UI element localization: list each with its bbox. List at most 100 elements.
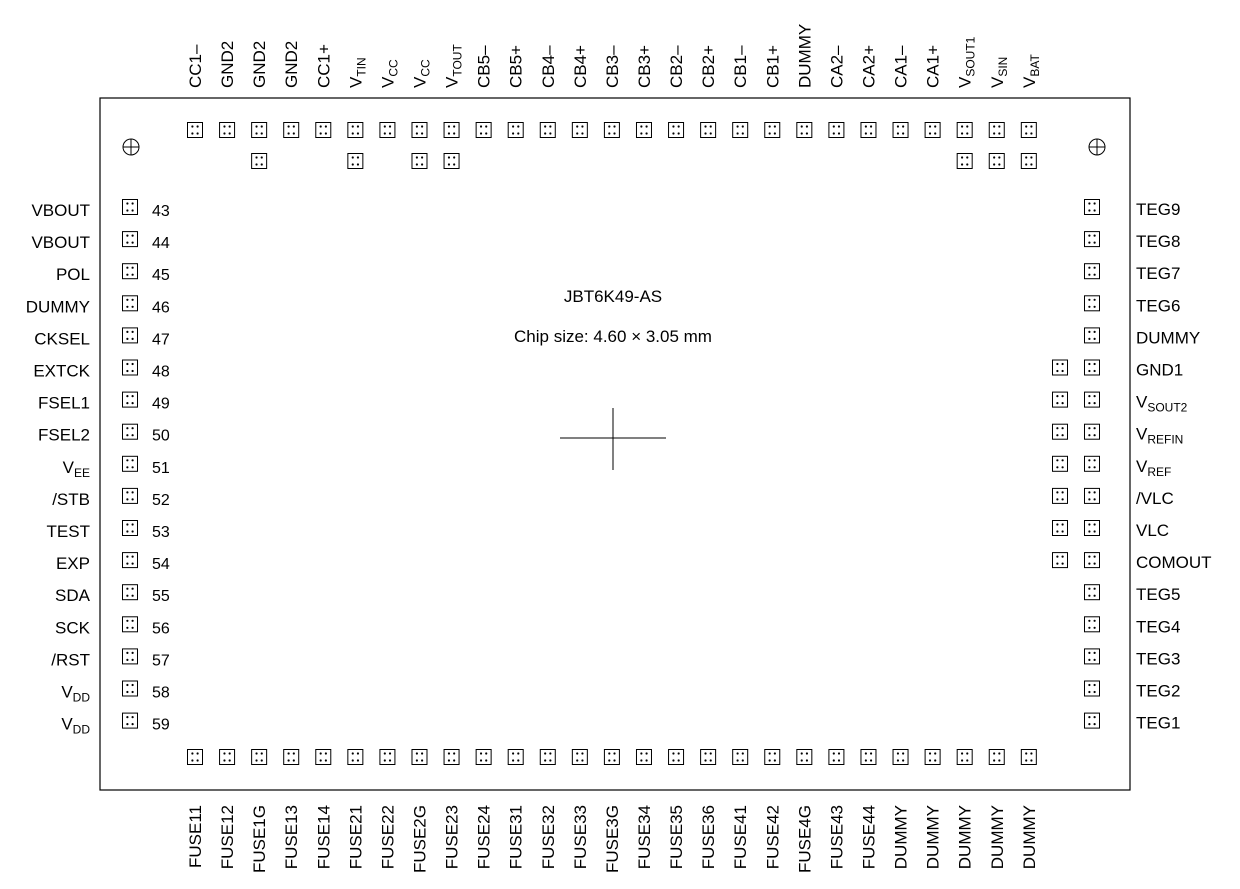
pad-label: TEG7 xyxy=(1136,264,1180,283)
pad-label-main: VBOUT xyxy=(31,201,90,220)
pad-label-main: TEG4 xyxy=(1136,617,1180,636)
bottom-pad: FUSE23 xyxy=(443,749,462,869)
left-pad: 44 VBOUT xyxy=(31,231,170,252)
top-pad: CA1+ xyxy=(924,45,943,138)
pad-label-main: CB5+ xyxy=(507,45,526,88)
left-pad: 52/STB xyxy=(52,487,170,509)
pad-label-subscript: SOUT2 xyxy=(1147,401,1187,415)
pad-label-subscript: DD xyxy=(73,723,91,737)
pad-label-main: V xyxy=(378,76,397,88)
bonding-pad-icon xyxy=(988,122,1005,138)
pad-label: FUSE4G xyxy=(795,805,814,873)
pad-label: FUSE42 xyxy=(763,805,782,869)
bonding-pad-icon xyxy=(443,153,460,169)
pad-label: TEG5 xyxy=(1136,585,1180,604)
pad-label: DUMMY xyxy=(924,805,943,869)
top-pad: CB5– xyxy=(475,45,494,138)
pad-label-subscript: DD xyxy=(73,691,91,705)
bonding-pad-icon xyxy=(1052,520,1068,536)
right-pad: TEG6 xyxy=(1084,295,1180,315)
right-pad: COMOUT xyxy=(1052,552,1212,572)
pad-label-main: TEG2 xyxy=(1136,682,1180,701)
pad-label-main: DUMMY xyxy=(26,297,90,316)
pad-label-main: TEG7 xyxy=(1136,264,1180,283)
pad-number: 53 xyxy=(152,524,170,541)
pad-label: SCK xyxy=(55,618,91,637)
bonding-pad-icon xyxy=(122,552,138,569)
pad-label: VBOUT xyxy=(31,201,90,220)
right-pad: TEG7 xyxy=(1084,263,1180,283)
top-pad: GND2 xyxy=(250,41,269,169)
left-pad: 56 SCK xyxy=(55,616,170,637)
bottom-pad: FUSE3G xyxy=(603,749,622,873)
bottom-pad: FUSE36 xyxy=(699,749,718,869)
bottom-pad-row: FUSE11 FUSE12 FUSE1G FUSE13 FUSE14 FUSE21 FUSE… xyxy=(186,749,1039,873)
pad-label: FUSE32 xyxy=(539,805,558,869)
top-pad: CA1– xyxy=(892,45,911,138)
right-pad: VSOUT2 xyxy=(1052,391,1188,415)
pad-label: FUSE34 xyxy=(635,805,654,869)
bonding-pad-icon xyxy=(1084,391,1100,408)
bonding-pad-icon xyxy=(700,749,717,765)
pad-label-main: CA2+ xyxy=(859,45,878,88)
pad-label: FUSE2G xyxy=(410,805,429,873)
bonding-pad-icon xyxy=(475,122,492,138)
bonding-pad-icon xyxy=(892,122,909,138)
right-pad-column: TEG9TEG8TEG7TEG6DUMMYGND1VSOUT2VREFINVRE… xyxy=(1052,199,1212,733)
pad-label-main: TEG1 xyxy=(1136,714,1180,733)
pad-label: CA2+ xyxy=(859,45,878,88)
bottom-pad: DUMMY xyxy=(956,749,975,869)
top-pad: CB2+ xyxy=(699,45,718,138)
pad-label: CA1+ xyxy=(924,45,943,88)
bonding-pad-icon xyxy=(1084,584,1100,601)
pad-label-main: SCK xyxy=(55,618,91,637)
top-pad: CB4+ xyxy=(571,45,590,138)
bonding-pad-icon xyxy=(1084,455,1100,472)
bonding-pad-icon xyxy=(251,122,268,138)
bonding-pad-icon xyxy=(1020,153,1037,169)
pad-label: FSEL2 xyxy=(38,426,90,445)
pad-label: CB3+ xyxy=(635,45,654,88)
pad-label-main: V xyxy=(410,76,429,88)
top-pad: CB3+ xyxy=(635,45,654,138)
bonding-pad-icon xyxy=(187,749,203,765)
bonding-pad-icon xyxy=(956,122,973,138)
pad-label-main: COMOUT xyxy=(1136,553,1212,572)
pad-label-main: CB1+ xyxy=(763,45,782,88)
pad-label-main: CB2+ xyxy=(699,45,718,88)
pad-number: 54 xyxy=(152,556,170,573)
pad-label-main: CA1– xyxy=(892,45,911,88)
pad-label-main: DUMMY xyxy=(1136,328,1200,347)
pad-label: VEE xyxy=(63,458,90,480)
pad-number: 45 xyxy=(152,267,170,284)
right-pad: GND1 xyxy=(1052,359,1183,380)
bonding-pad-icon xyxy=(251,153,268,169)
bonding-pad-icon xyxy=(1020,122,1037,138)
bonding-pad-icon xyxy=(571,749,588,765)
bonding-pad-icon xyxy=(507,122,524,138)
bonding-pad-icon xyxy=(1084,712,1100,729)
bonding-pad-icon xyxy=(347,749,364,765)
pad-number: 43 xyxy=(152,203,170,220)
bonding-pad-icon xyxy=(988,749,1005,765)
pad-label: FUSE3G xyxy=(603,805,622,873)
right-pad: DUMMY xyxy=(1084,327,1200,347)
pad-label-main: SDA xyxy=(55,586,91,605)
pad-label: FUSE24 xyxy=(475,805,494,869)
pad-label-main: V xyxy=(63,458,75,477)
bonding-pad-icon xyxy=(219,749,236,765)
bottom-pad: FUSE21 xyxy=(346,749,365,869)
pad-label: CB5– xyxy=(475,45,494,88)
bottom-pad: FUSE14 xyxy=(314,749,333,869)
pad-label-subscript: TIN xyxy=(354,57,368,76)
right-pad: TEG1 xyxy=(1084,712,1180,733)
chip-outline xyxy=(99,97,1131,791)
pad-number: 55 xyxy=(152,588,170,605)
bottom-pad: FUSE35 xyxy=(667,749,686,869)
pad-label: VSOUT1 xyxy=(956,36,978,88)
pad-label-main: V xyxy=(61,715,73,734)
pad-label: TEG1 xyxy=(1136,714,1180,733)
pad-label: /RST xyxy=(51,650,90,669)
top-pad: GND2 xyxy=(282,41,301,138)
